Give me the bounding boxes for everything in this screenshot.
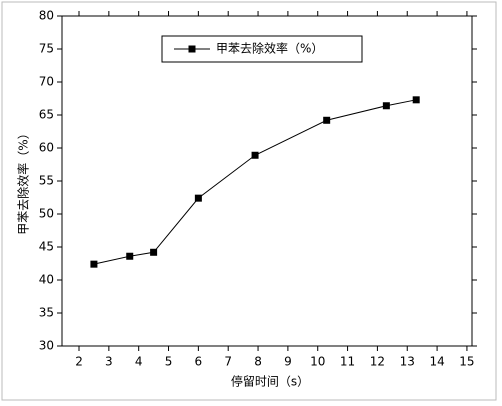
marker bbox=[323, 116, 331, 124]
x-tick-label: 2 bbox=[75, 355, 83, 369]
y-tick-label: 75 bbox=[39, 42, 54, 56]
y-tick-label: 55 bbox=[39, 174, 54, 188]
marker bbox=[194, 194, 202, 202]
x-tick-label: 3 bbox=[105, 355, 113, 369]
legend-label: 甲苯去除效率（%） bbox=[216, 41, 323, 56]
x-tick-label: 12 bbox=[370, 355, 385, 369]
y-tick-label: 50 bbox=[39, 207, 54, 221]
y-tick-label: 65 bbox=[39, 108, 54, 122]
x-tick-label: 15 bbox=[459, 355, 474, 369]
series-line bbox=[93, 99, 417, 265]
marker bbox=[126, 252, 134, 260]
marker bbox=[90, 260, 98, 268]
x-tick-label: 10 bbox=[310, 355, 325, 369]
marker bbox=[382, 102, 390, 110]
x-tick-label: 4 bbox=[135, 355, 143, 369]
x-tick-label: 11 bbox=[340, 355, 355, 369]
y-tick-label: 60 bbox=[39, 141, 54, 155]
x-tick-label: 13 bbox=[400, 355, 415, 369]
x-tick-label: 9 bbox=[284, 355, 292, 369]
x-axis-label: 停留时间（s） bbox=[231, 374, 309, 389]
legend-marker bbox=[188, 45, 196, 53]
marker bbox=[412, 96, 420, 104]
x-tick-label: 5 bbox=[165, 355, 173, 369]
x-tick-label: 14 bbox=[429, 355, 444, 369]
x-tick-label: 6 bbox=[195, 355, 203, 369]
y-tick-label: 80 bbox=[39, 9, 54, 23]
marker bbox=[150, 248, 158, 256]
marker bbox=[251, 151, 259, 159]
y-tick-label: 35 bbox=[39, 306, 54, 320]
y-tick-label: 40 bbox=[39, 273, 54, 287]
y-tick-label: 70 bbox=[39, 75, 54, 89]
y-tick-label: 30 bbox=[39, 339, 54, 353]
y-axis-label: 甲苯去除效率（%） bbox=[16, 127, 31, 234]
x-tick-label: 7 bbox=[224, 355, 232, 369]
frame bbox=[1, 1, 497, 401]
x-tick-label: 8 bbox=[254, 355, 262, 369]
y-tick-label: 45 bbox=[39, 240, 54, 254]
